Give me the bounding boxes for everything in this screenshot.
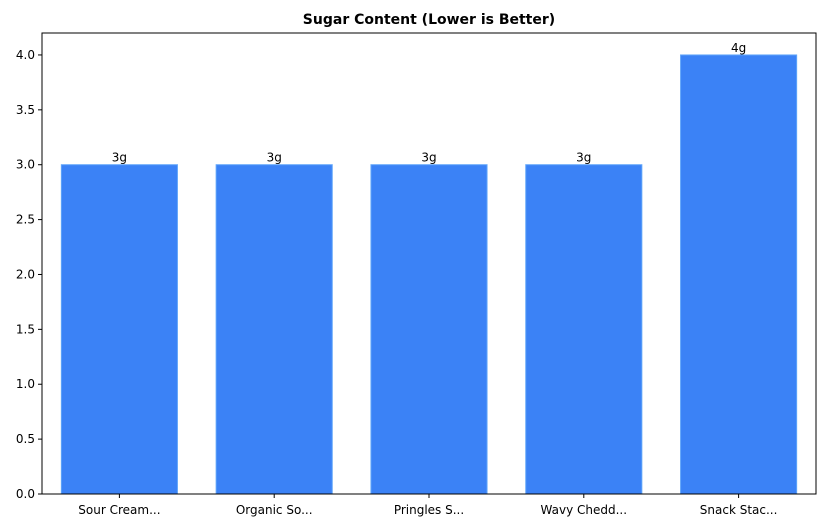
bar [215, 164, 333, 495]
y-tick-label: 3.0 [16, 158, 35, 172]
x-tick-label: Organic So... [236, 503, 313, 517]
data-label: 4g [731, 41, 746, 55]
bar [370, 164, 488, 495]
y-tick-label: 4.0 [16, 48, 35, 62]
chart-title: Sugar Content (Lower is Better) [303, 12, 555, 28]
x-tick-label: Sour Cream... [78, 503, 160, 517]
data-label: 3g [267, 151, 282, 165]
data-label: 3g [421, 151, 436, 165]
y-tick-label: 0.5 [16, 432, 35, 446]
y-tick-label: 1.0 [16, 377, 35, 391]
axes-frame [41, 32, 817, 495]
bar [60, 164, 178, 495]
bar [525, 164, 643, 495]
bar [680, 54, 798, 495]
x-tick-label: Pringles S... [394, 503, 464, 517]
y-tick-label: 3.5 [16, 103, 35, 117]
y-tick-label: 2.5 [16, 213, 35, 227]
data-label: 3g [112, 151, 127, 165]
x-tick-label: Wavy Chedd... [541, 503, 628, 517]
data-label: 3g [576, 151, 591, 165]
y-tick-label: 2.0 [16, 267, 35, 281]
y-tick-label: 1.5 [16, 322, 35, 336]
x-tick-label: Snack Stac... [700, 503, 778, 517]
y-tick-label: 0.0 [16, 487, 35, 501]
